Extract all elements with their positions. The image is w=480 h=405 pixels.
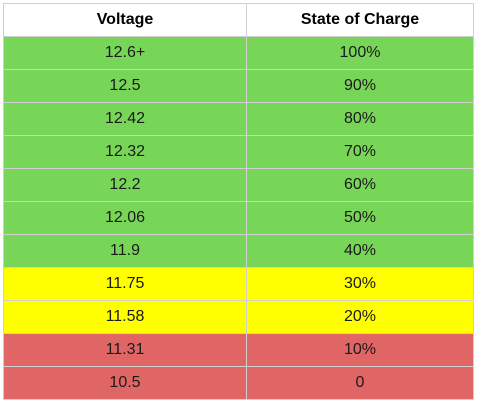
soc-cell: 50% — [246, 201, 474, 235]
voltage-cell: 11.58 — [3, 300, 247, 334]
soc-cell: 40% — [246, 234, 474, 268]
soc-cell: 70% — [246, 135, 474, 169]
table-row: 11.31 10% — [3, 333, 474, 367]
table-row: 12.42 80% — [3, 102, 474, 136]
voltage-cell: 12.6+ — [3, 36, 247, 70]
soc-cell: 80% — [246, 102, 474, 136]
column-header-state-of-charge: State of Charge — [246, 3, 474, 37]
voltage-cell: 10.5 — [3, 366, 247, 400]
voltage-cell: 11.75 — [3, 267, 247, 301]
voltage-cell: 11.9 — [3, 234, 247, 268]
voltage-cell: 12.42 — [3, 102, 247, 136]
voltage-cell: 12.06 — [3, 201, 247, 235]
table-row: 11.9 40% — [3, 234, 474, 268]
voltage-cell: 12.2 — [3, 168, 247, 202]
soc-cell: 0 — [246, 366, 474, 400]
table-row: 12.2 60% — [3, 168, 474, 202]
table-row: 10.5 0 — [3, 366, 474, 400]
soc-cell: 20% — [246, 300, 474, 334]
table-row: 12.32 70% — [3, 135, 474, 169]
voltage-cell: 11.31 — [3, 333, 247, 367]
table-row: 12.06 50% — [3, 201, 474, 235]
soc-cell: 30% — [246, 267, 474, 301]
column-header-voltage: Voltage — [3, 3, 247, 37]
voltage-cell: 12.32 — [3, 135, 247, 169]
voltage-soc-table: Voltage State of Charge 12.6+ 100% 12.5 … — [3, 3, 474, 400]
table-row: 11.58 20% — [3, 300, 474, 334]
voltage-cell: 12.5 — [3, 69, 247, 103]
soc-cell: 100% — [246, 36, 474, 70]
table-row: 12.5 90% — [3, 69, 474, 103]
table-row: 12.6+ 100% — [3, 36, 474, 70]
soc-cell: 10% — [246, 333, 474, 367]
table-row: 11.75 30% — [3, 267, 474, 301]
soc-cell: 90% — [246, 69, 474, 103]
table-header-row: Voltage State of Charge — [3, 3, 474, 37]
soc-cell: 60% — [246, 168, 474, 202]
